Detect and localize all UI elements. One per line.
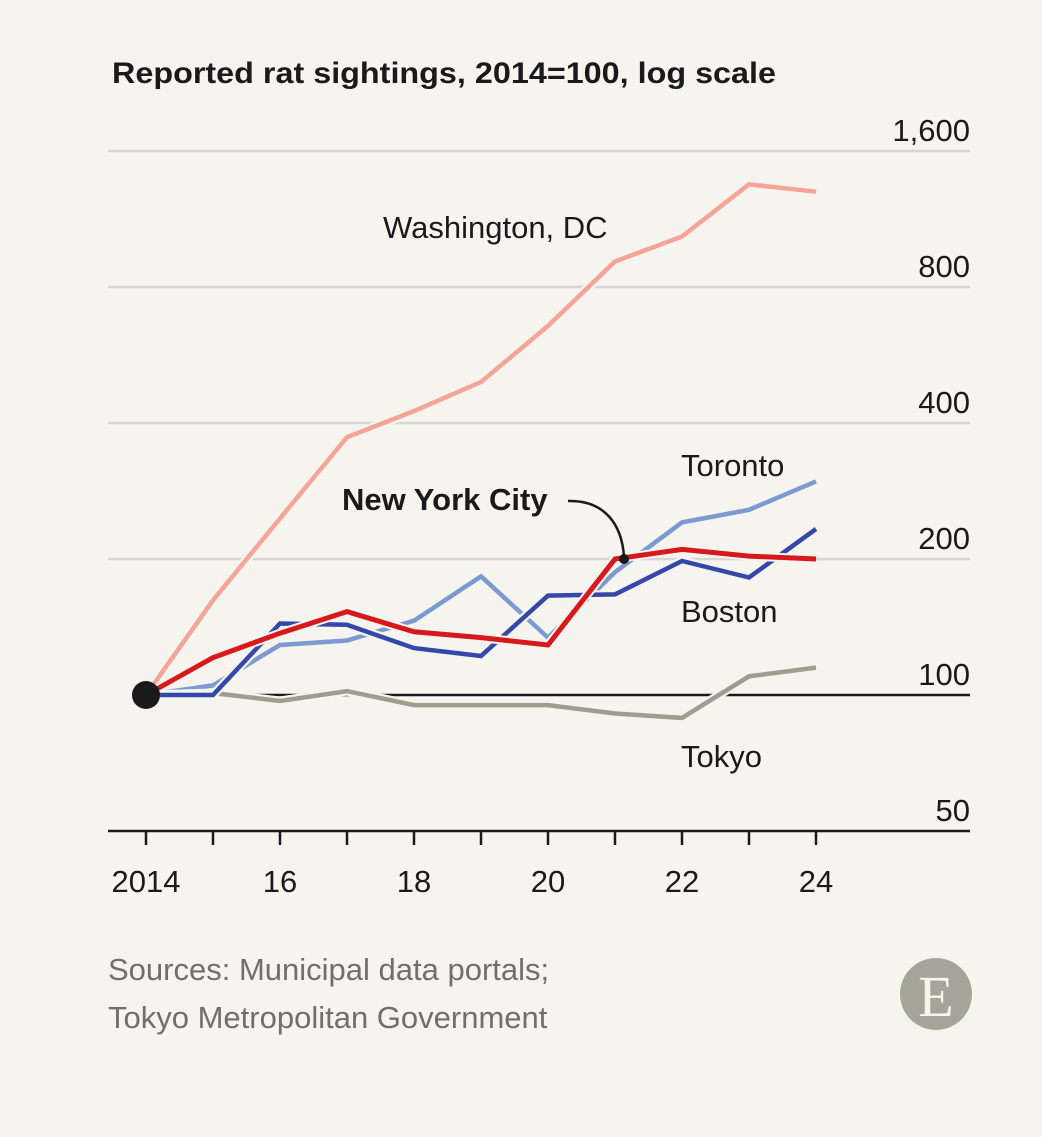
y-tick-label: 200 — [918, 521, 970, 556]
series-label-new-york-city: New York City — [342, 482, 548, 517]
x-tick-label: 22 — [665, 864, 699, 899]
series-line-tokyo — [145, 665, 817, 721]
y-tick-label: 800 — [918, 249, 970, 284]
series-label-boston: Boston — [681, 594, 778, 629]
source-line-1: Sources: Municipal data portals; — [108, 952, 549, 987]
series-line-toronto — [145, 479, 817, 698]
series-line-washington-dc — [144, 181, 817, 697]
y-tick-label: 50 — [936, 793, 970, 828]
economist-logo: E — [900, 958, 972, 1030]
x-tick-label: 24 — [799, 864, 833, 899]
source-line-2: Tokyo Metropolitan Government — [108, 1000, 548, 1035]
annotation-dot — [619, 554, 629, 564]
series-halo-tokyo — [145, 663, 817, 723]
origin-marker — [132, 681, 160, 709]
x-tick-label: 16 — [263, 864, 297, 899]
y-tick-label: 1,600 — [892, 113, 970, 148]
logo-letter: E — [918, 964, 953, 1029]
series-label-toronto: Toronto — [681, 448, 784, 483]
annotation-leader-line — [567, 499, 626, 558]
y-tick-label: 100 — [918, 657, 970, 692]
x-tick-label: 20 — [531, 864, 565, 899]
y-tick-label: 400 — [918, 385, 970, 420]
series-label-washington: Washington, DC — [383, 210, 608, 245]
x-tick-label: 2014 — [112, 864, 181, 899]
chart-title: Reported rat sightings, 2014=100, log sc… — [112, 57, 776, 90]
series-line-boston — [146, 527, 818, 698]
series-line-new-york-city — [144, 546, 817, 698]
series-label-tokyo: Tokyo — [681, 739, 762, 774]
x-tick-label: 18 — [397, 864, 431, 899]
